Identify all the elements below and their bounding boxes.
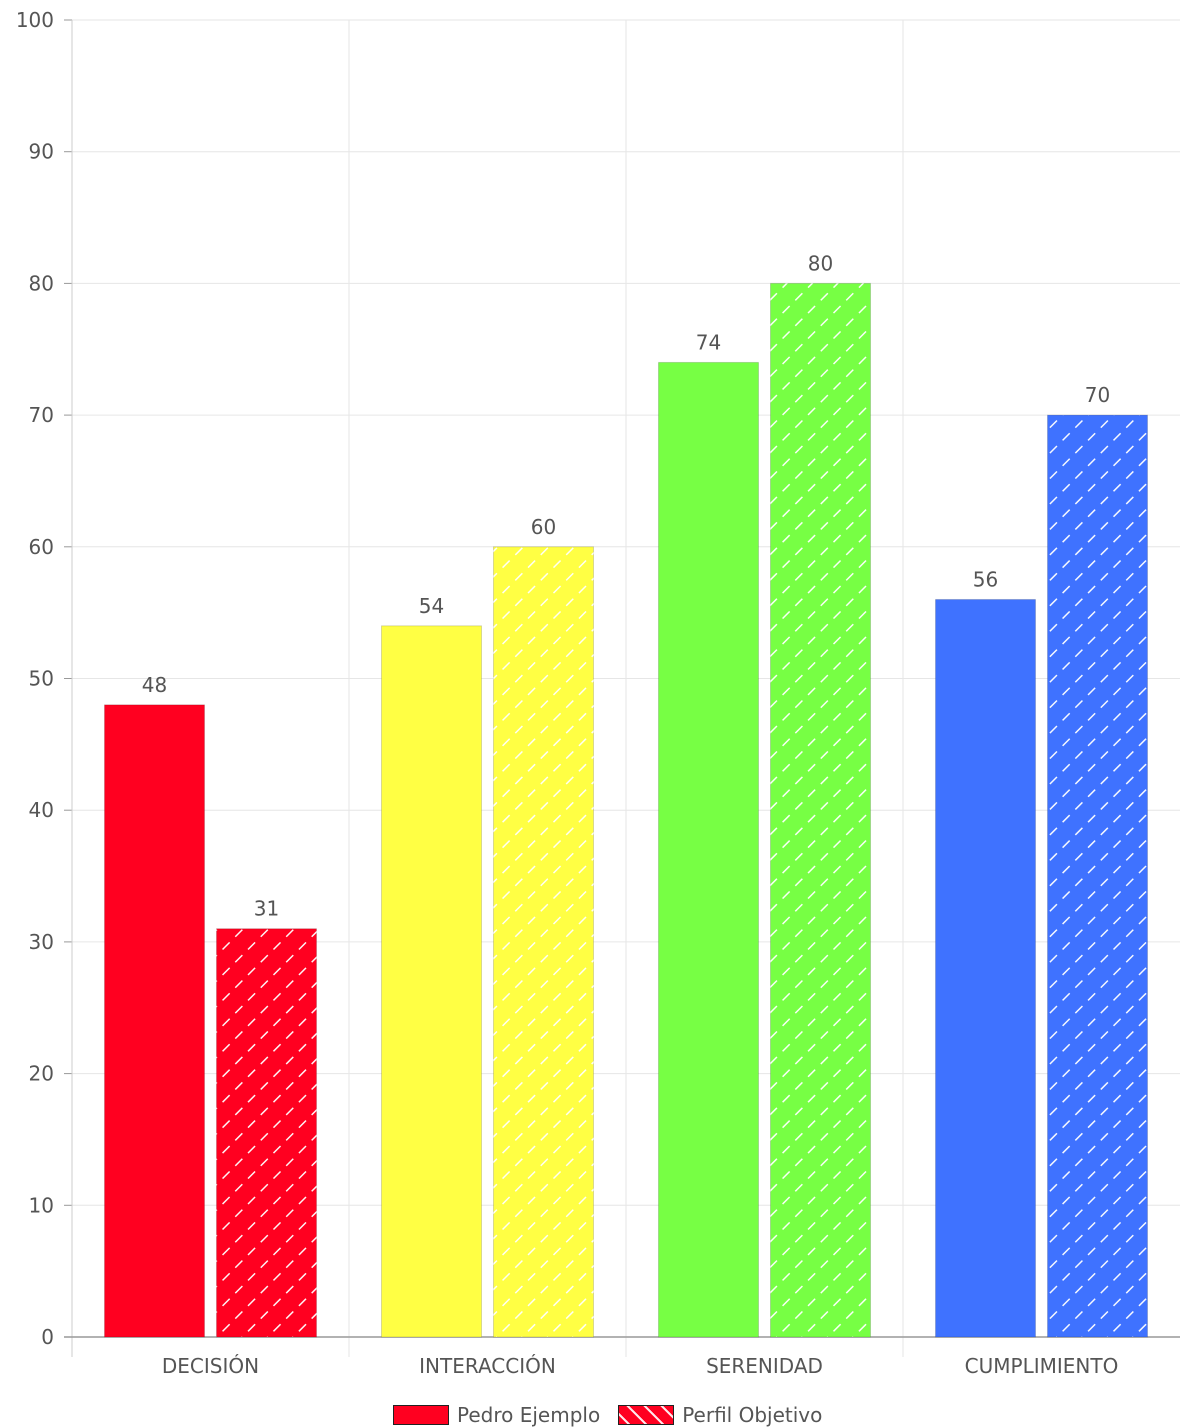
bar-pedro-0[interactable] [104, 704, 205, 1338]
axes: 0 10 20 30 40 50 60 70 80 90 100 DECISIÓN INTERACCIÓ… [16, 8, 1180, 1378]
y-tick-label: 100 [16, 8, 54, 32]
legend-label-series-2: Perfil Objetivo [682, 1402, 823, 1427]
bar-pedro-1[interactable] [381, 625, 482, 1338]
y-tick-label: 30 [29, 930, 54, 954]
y-tick-label: 20 [29, 1062, 54, 1086]
data-labels: 48 31 54 60 74 80 56 70 [142, 251, 1110, 920]
bar-pedro-2[interactable] [658, 361, 759, 1338]
data-label: 56 [973, 567, 998, 591]
data-label: 48 [142, 673, 167, 697]
x-category-label: INTERACCIÓN [419, 1354, 556, 1378]
legend-label-series-1: Pedro Ejemplo [457, 1402, 601, 1427]
y-tick-label: 90 [29, 140, 54, 164]
x-category-label: CUMPLIMIENTO [965, 1354, 1119, 1378]
data-label: 54 [419, 594, 444, 618]
y-tick-label: 70 [29, 403, 54, 427]
y-tick-label: 50 [29, 667, 54, 691]
y-tick-label: 40 [29, 798, 54, 822]
legend-item-series-1[interactable]: Pedro Ejemplo [393, 1403, 600, 1427]
y-tick-label: 0 [41, 1325, 54, 1349]
y-tick-label: 10 [29, 1193, 54, 1217]
bar-pedro-3[interactable] [935, 598, 1036, 1338]
legend-item-series-2[interactable]: Perfil Objetivo [618, 1403, 822, 1427]
x-category-label: SERENIDAD [706, 1354, 823, 1378]
legend-swatch-series-2 [618, 1404, 675, 1425]
x-category-label: DECISIÓN [162, 1354, 259, 1378]
legend-swatch-series-1 [393, 1404, 449, 1425]
data-label: 60 [531, 515, 556, 539]
bars [104, 282, 1148, 1338]
data-label: 31 [254, 897, 279, 921]
legend: Pedro Ejemplo Perfil Objetivo [393, 1402, 840, 1427]
gridlines [72, 19, 1180, 1357]
data-label: 74 [696, 330, 721, 354]
y-tick-label: 60 [29, 535, 54, 559]
bar-hatch-overlay [216, 928, 317, 1337]
bar-hatch-overlay [770, 283, 871, 1337]
data-label: 70 [1085, 383, 1110, 407]
bar-hatch-overlay [1047, 415, 1148, 1338]
bar-hatch-overlay [493, 546, 594, 1337]
data-label: 80 [808, 251, 833, 275]
y-tick-label: 80 [29, 271, 54, 295]
